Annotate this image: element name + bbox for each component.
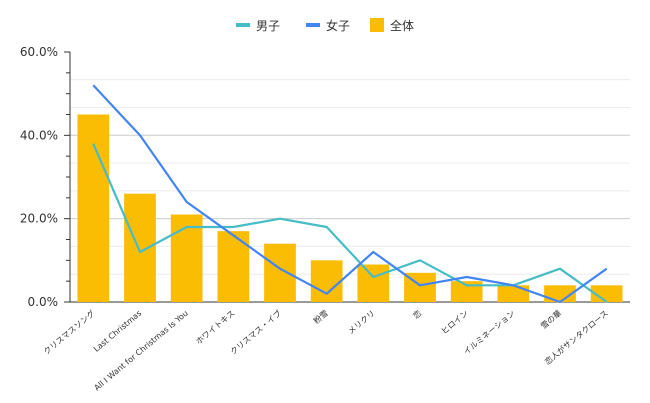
legend-swatch bbox=[306, 23, 320, 27]
line-series bbox=[92, 84, 608, 304]
bar bbox=[590, 285, 623, 302]
bar bbox=[310, 260, 343, 302]
bar bbox=[544, 285, 576, 302]
series-line bbox=[92, 143, 608, 303]
x-tick-label: クリスマスソング bbox=[41, 308, 96, 357]
legend-swatch bbox=[370, 18, 384, 32]
x-tick-label: ホワイトキス bbox=[194, 309, 236, 347]
y-tick-label: 60.0% bbox=[20, 45, 58, 59]
legend-swatch bbox=[236, 23, 250, 27]
x-tick-label: 雪の華 bbox=[538, 308, 563, 331]
bar bbox=[170, 214, 203, 302]
x-tick-label: イルミネーション bbox=[462, 309, 517, 357]
bar bbox=[77, 114, 110, 302]
bar bbox=[124, 193, 156, 302]
x-tick-label: All I Want for Christmas Is You bbox=[92, 309, 189, 393]
x-tick-label: Last Christmas bbox=[92, 309, 143, 354]
legend-label: 全体 bbox=[390, 18, 414, 33]
y-tick-label: 40.0% bbox=[20, 128, 58, 142]
x-tick-label: 恋 bbox=[411, 308, 424, 321]
bar bbox=[357, 264, 390, 302]
y-tick-label: 20.0% bbox=[20, 212, 58, 226]
bar bbox=[217, 231, 250, 302]
axes bbox=[64, 51, 630, 303]
x-tick-label: ヒロイン bbox=[440, 309, 470, 336]
bar-series bbox=[77, 114, 623, 302]
bar bbox=[264, 243, 296, 302]
legend: 男子 女子 全体 bbox=[236, 18, 414, 33]
y-tick-label: 0.0% bbox=[28, 295, 59, 309]
x-tick-label: メリクリ bbox=[346, 309, 376, 336]
series-line bbox=[92, 84, 608, 304]
bar bbox=[497, 285, 530, 302]
y-tick-labels: 0.0% 20.0% 40.0% 60.0% bbox=[20, 45, 58, 309]
legend-label: 女子 bbox=[326, 18, 350, 33]
x-tick-label: 粉雪 bbox=[311, 308, 330, 326]
grid-lines bbox=[70, 79, 630, 275]
legend-label: 男子 bbox=[256, 19, 280, 33]
